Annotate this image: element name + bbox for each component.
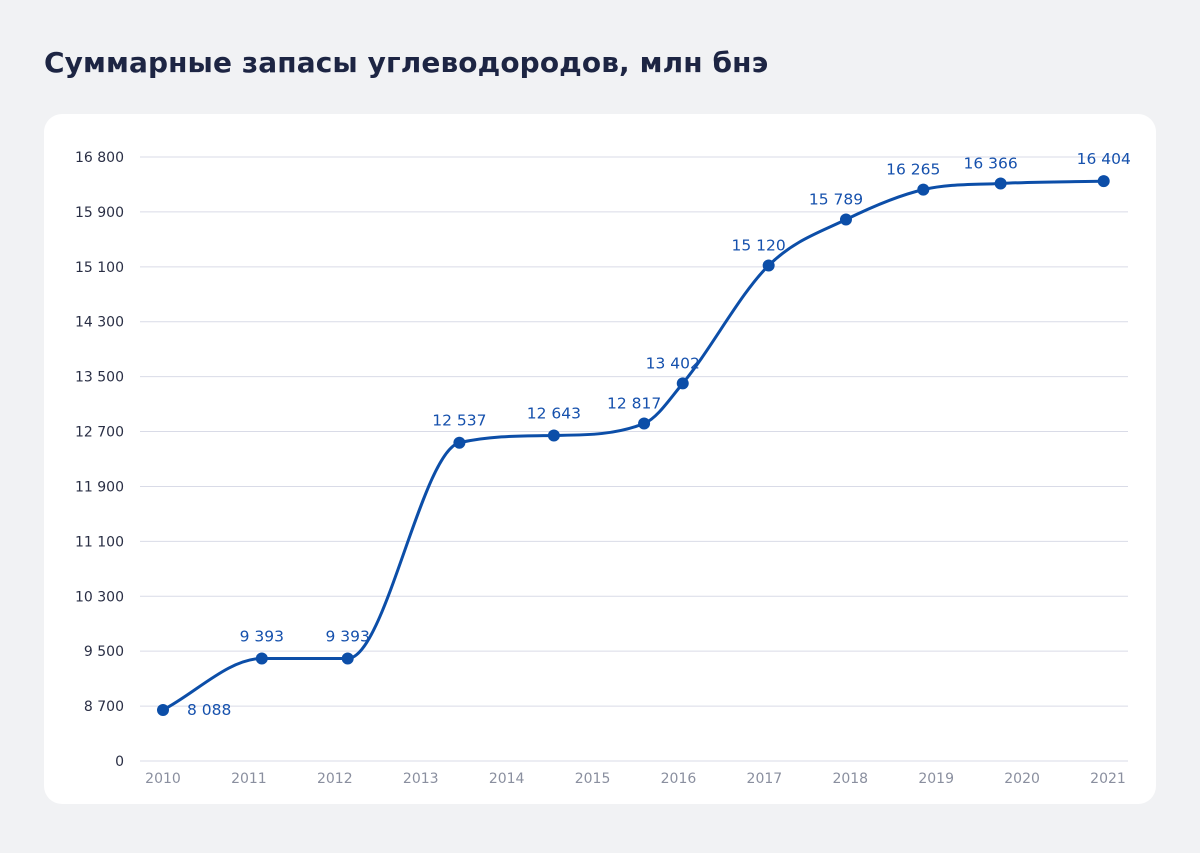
chart-card: 0 8 700 9 500 10 300 11 100 11 900 12 700 13 50… bbox=[44, 114, 1156, 804]
y-tick-label: 15 100 bbox=[75, 260, 124, 276]
x-tick-label: 2010 bbox=[145, 771, 181, 787]
y-tick-label: 15 900 bbox=[75, 205, 124, 221]
grid-lines bbox=[140, 156, 1128, 762]
data-point bbox=[157, 703, 169, 716]
data-point bbox=[676, 377, 689, 390]
data-label: 12 537 bbox=[432, 412, 486, 430]
data-point bbox=[762, 259, 775, 272]
y-tick-label: 11 900 bbox=[75, 479, 124, 495]
data-point bbox=[255, 652, 268, 665]
y-tick-label: 16 800 bbox=[75, 150, 124, 166]
series-line bbox=[161, 179, 1106, 712]
data-label: 9 393 bbox=[240, 628, 284, 646]
x-tick-label: 2021 bbox=[1090, 771, 1126, 787]
data-label: 15 120 bbox=[732, 236, 786, 254]
y-tick-label: 8 700 bbox=[84, 699, 124, 715]
data-label: 16 265 bbox=[886, 161, 940, 179]
data-points bbox=[157, 175, 1110, 716]
data-label: 15 789 bbox=[809, 191, 863, 209]
x-tick-label: 2013 bbox=[403, 771, 439, 787]
y-tick-label: 0 bbox=[115, 754, 124, 770]
x-tick-label: 2020 bbox=[1004, 771, 1040, 787]
y-tick-label: 10 300 bbox=[75, 589, 124, 605]
data-label: 8 088 bbox=[187, 701, 231, 719]
data-label: 16 404 bbox=[1077, 150, 1131, 168]
x-tick-label: 2014 bbox=[489, 771, 525, 787]
line-chart: 0 8 700 9 500 10 300 11 100 11 900 12 700 13 50… bbox=[75, 150, 1131, 787]
data-point bbox=[341, 652, 354, 665]
data-label: 13 402 bbox=[646, 354, 700, 372]
x-tick-label: 2017 bbox=[747, 771, 783, 787]
data-label: 16 366 bbox=[963, 154, 1017, 172]
data-point bbox=[453, 436, 466, 449]
data-point bbox=[547, 429, 560, 442]
x-tick-label: 2018 bbox=[832, 771, 868, 787]
data-labels: 8 088 9 393 9 393 12 537 12 643 12 817 13 402 1… bbox=[187, 150, 1131, 719]
y-tick-label: 12 700 bbox=[75, 425, 124, 441]
page-title: Суммарные запасы углеводородов, млн бнэ bbox=[44, 46, 769, 79]
x-tick-label: 2016 bbox=[661, 771, 697, 787]
y-axis-ticks: 0 8 700 9 500 10 300 11 100 11 900 12 700 13 50… bbox=[75, 150, 124, 770]
data-point bbox=[994, 177, 1007, 190]
data-point bbox=[917, 183, 930, 196]
y-tick-label: 13 500 bbox=[75, 370, 124, 386]
x-axis-ticks: 2010 2011 2012 2013 2014 2015 2016 2017 2018 2019… bbox=[145, 771, 1126, 787]
y-tick-label: 9 500 bbox=[84, 644, 124, 660]
data-point bbox=[839, 213, 852, 226]
data-label: 9 393 bbox=[326, 628, 370, 646]
y-tick-label: 11 100 bbox=[75, 534, 124, 550]
x-tick-label: 2015 bbox=[575, 771, 611, 787]
x-tick-label: 2012 bbox=[317, 771, 353, 787]
data-point bbox=[638, 417, 651, 430]
data-label: 12 817 bbox=[607, 395, 661, 413]
data-label: 12 643 bbox=[527, 404, 581, 422]
x-tick-label: 2019 bbox=[918, 771, 954, 787]
y-tick-label: 14 300 bbox=[75, 315, 124, 331]
data-point bbox=[1097, 175, 1110, 188]
x-tick-label: 2011 bbox=[231, 771, 267, 787]
